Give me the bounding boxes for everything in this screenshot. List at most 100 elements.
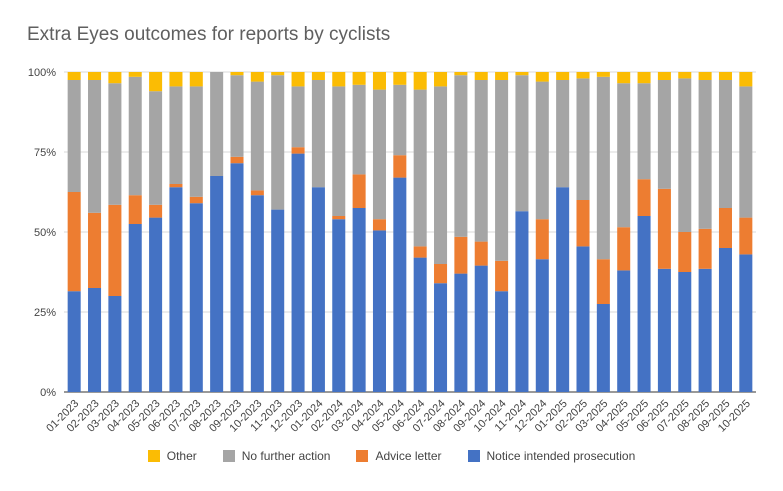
- bar-segment-notice-intended-prosecution-05-2023: [149, 217, 163, 392]
- bar-segment-notice-intended-prosecution-01-2024: [311, 187, 325, 392]
- bar-segment-other-09-2024: [474, 72, 488, 80]
- bar-segment-no-further-action-02-2024: [332, 86, 346, 217]
- bar-segment-no-further-action-03-2023: [108, 83, 122, 205]
- bar-segment-no-further-action-10-2025: [739, 86, 753, 218]
- bar-segment-other-10-2024: [495, 72, 509, 80]
- bar-segment-advice-letter-03-2024: [352, 174, 366, 208]
- bar-segment-no-further-action-05-2023: [149, 91, 163, 205]
- bar-segment-no-further-action-10-2023: [250, 81, 264, 191]
- bar-segment-no-further-action-06-2024: [413, 89, 427, 247]
- bar-segment-no-further-action-03-2025: [596, 76, 610, 260]
- bar-segment-advice-letter-04-2023: [128, 195, 142, 224]
- bar-segment-other-08-2024: [454, 72, 468, 76]
- bar-segment-other-06-2025: [657, 72, 671, 80]
- bar-segment-no-further-action-07-2023: [189, 86, 203, 197]
- bar-segment-no-further-action-06-2023: [169, 86, 183, 184]
- bar-segment-other-05-2025: [637, 72, 651, 84]
- bar-segment-other-02-2024: [332, 72, 346, 87]
- bar-segment-advice-letter-03-2023: [108, 204, 122, 296]
- bar-segment-notice-intended-prosecution-11-2023: [271, 209, 285, 392]
- bar-segment-notice-intended-prosecution-08-2024: [454, 273, 468, 392]
- bar-segment-notice-intended-prosecution-07-2023: [189, 203, 203, 392]
- bar-segment-advice-letter-05-2023: [149, 204, 163, 218]
- bar-segment-no-further-action-12-2023: [291, 86, 305, 148]
- bar-segment-no-further-action-02-2023: [88, 80, 102, 213]
- bar-segment-notice-intended-prosecution-10-2025: [739, 254, 753, 392]
- bar-segment-other-01-2023: [67, 72, 81, 80]
- bar-segment-other-11-2023: [271, 72, 285, 76]
- bar-segment-notice-intended-prosecution-10-2024: [495, 291, 509, 392]
- bar-segment-other-07-2024: [434, 72, 448, 87]
- bar-segment-notice-intended-prosecution-12-2023: [291, 153, 305, 392]
- bar-segment-no-further-action-09-2024: [474, 80, 488, 242]
- bar-segment-advice-letter-09-2023: [230, 156, 244, 164]
- legend-label-notice-intended-prosecution: Notice intended prosecution: [486, 449, 636, 463]
- y-tick-label: 100%: [28, 67, 56, 79]
- bar-segment-notice-intended-prosecution-08-2023: [210, 176, 224, 392]
- bar-segment-advice-letter-02-2025: [576, 200, 590, 247]
- bar-segment-other-10-2025: [739, 72, 753, 87]
- legend-item-advice-letter: Advice letter: [356, 449, 442, 463]
- bar-segment-other-07-2023: [189, 72, 203, 87]
- bar-segment-notice-intended-prosecution-02-2024: [332, 219, 346, 392]
- bar-segment-advice-letter-10-2023: [250, 190, 264, 196]
- bar-segment-notice-intended-prosecution-12-2024: [535, 259, 549, 392]
- bar-segment-notice-intended-prosecution-09-2024: [474, 265, 488, 392]
- y-tick-label: 25%: [34, 307, 56, 319]
- bar-segment-no-further-action-07-2025: [678, 78, 692, 233]
- bar-segment-no-further-action-09-2023: [230, 75, 244, 157]
- bar-segment-other-03-2024: [352, 72, 366, 85]
- bar-segment-no-further-action-11-2023: [271, 75, 285, 210]
- bar-segment-notice-intended-prosecution-07-2024: [434, 283, 448, 392]
- bar-segment-notice-intended-prosecution-06-2024: [413, 257, 427, 392]
- bar-segment-other-05-2023: [149, 72, 163, 92]
- legend-swatch-other: [147, 450, 160, 462]
- bar-segment-advice-letter-12-2024: [535, 219, 549, 260]
- bar-segment-other-06-2023: [169, 72, 183, 87]
- y-tick-label: 50%: [34, 227, 56, 239]
- bar-segment-notice-intended-prosecution-03-2025: [596, 304, 610, 392]
- bar-segment-other-02-2023: [88, 72, 102, 80]
- bar-segment-advice-letter-09-2025: [718, 208, 732, 248]
- bar-segment-notice-intended-prosecution-02-2025: [576, 246, 590, 392]
- bar-segment-notice-intended-prosecution-03-2023: [108, 296, 122, 392]
- bar-segment-no-further-action-12-2024: [535, 81, 549, 220]
- legend-item-notice-intended-prosecution: Notice intended prosecution: [467, 449, 636, 463]
- bar-segment-notice-intended-prosecution-05-2025: [637, 216, 651, 392]
- bar-segment-other-01-2025: [556, 72, 570, 80]
- bar-segment-advice-letter-05-2024: [393, 155, 407, 178]
- bar-segment-other-04-2025: [617, 72, 631, 84]
- bar-segment-other-08-2025: [698, 72, 712, 80]
- bar-segment-advice-letter-06-2025: [657, 188, 671, 269]
- bar-segment-advice-letter-02-2023: [88, 212, 102, 288]
- bar-segment-no-further-action-04-2025: [617, 83, 631, 228]
- bar-segment-advice-letter-12-2023: [291, 147, 305, 154]
- bar-segment-advice-letter-05-2025: [637, 179, 651, 216]
- bar-segment-notice-intended-prosecution-04-2024: [372, 230, 386, 392]
- bar-segment-notice-intended-prosecution-03-2024: [352, 208, 366, 392]
- y-tick-label: 0%: [40, 387, 56, 399]
- bar-segment-notice-intended-prosecution-02-2023: [88, 288, 102, 392]
- bar-segment-no-further-action-02-2025: [576, 78, 590, 200]
- bar-segment-notice-intended-prosecution-09-2023: [230, 163, 244, 392]
- bar-segment-advice-letter-08-2025: [698, 228, 712, 269]
- bar-segment-advice-letter-10-2024: [495, 260, 509, 292]
- bar-segment-other-03-2025: [596, 72, 610, 77]
- legend-item-other: Other: [147, 449, 197, 463]
- bar-segment-no-further-action-03-2024: [352, 84, 366, 175]
- bar-segment-no-further-action-04-2024: [372, 89, 386, 220]
- legend-swatch-advice-letter: [356, 450, 369, 462]
- bar-segment-notice-intended-prosecution-04-2025: [617, 270, 631, 392]
- bar-segment-advice-letter-06-2024: [413, 246, 427, 258]
- bar-segment-no-further-action-05-2025: [637, 83, 651, 180]
- bar-segment-advice-letter-03-2025: [596, 259, 610, 304]
- bar-segment-other-03-2023: [108, 72, 122, 84]
- bar-segment-notice-intended-prosecution-04-2023: [128, 224, 142, 392]
- bar-segment-advice-letter-10-2025: [739, 217, 753, 255]
- bar-segment-advice-letter-01-2023: [67, 192, 81, 292]
- legend-item-no-further-action: No further action: [222, 449, 330, 463]
- legend-swatch-no-further-action: [222, 450, 235, 462]
- bar-segment-other-12-2023: [291, 72, 305, 87]
- bar-segment-other-02-2025: [576, 72, 590, 79]
